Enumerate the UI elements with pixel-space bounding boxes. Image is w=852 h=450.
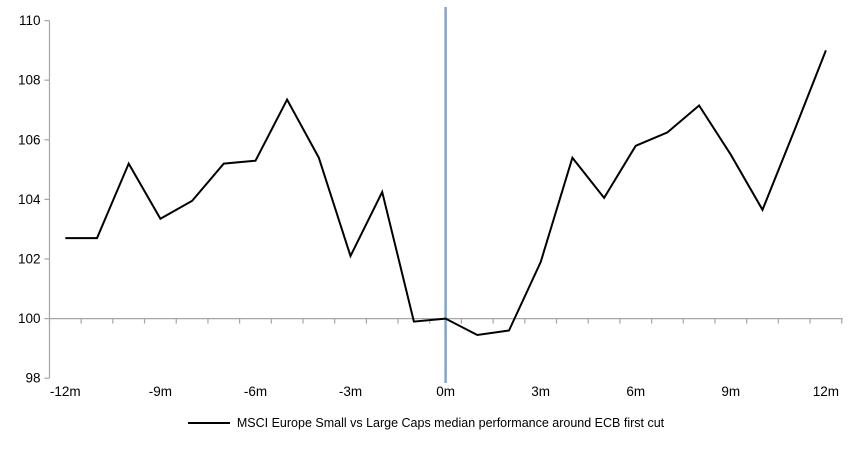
legend: MSCI Europe Small vs Large Caps median p… <box>0 416 852 430</box>
y-tick-label: 100 <box>18 311 41 326</box>
legend-line-icon <box>187 422 230 424</box>
legend-series-label: MSCI Europe Small vs Large Caps median p… <box>236 416 665 430</box>
x-tick-label: 0m <box>436 384 455 399</box>
y-tick-label: 104 <box>18 192 41 207</box>
y-tick-label: 102 <box>18 252 41 267</box>
x-tick-label: 6m <box>626 384 645 399</box>
x-tick-label: -3m <box>339 384 362 399</box>
y-tick-label: 98 <box>25 371 40 386</box>
y-tick-label: 110 <box>19 13 41 28</box>
x-tick-label: 9m <box>721 384 740 399</box>
x-tick-label: -6m <box>244 384 267 399</box>
y-tick-label: 106 <box>18 132 41 147</box>
x-tick-label: 12m <box>813 384 839 399</box>
x-tick-label: -12m <box>50 384 81 399</box>
y-tick-label: 108 <box>18 73 41 88</box>
series-line <box>65 50 827 337</box>
x-tick-label: -9m <box>149 384 172 399</box>
x-tick-label: 3m <box>531 384 550 399</box>
